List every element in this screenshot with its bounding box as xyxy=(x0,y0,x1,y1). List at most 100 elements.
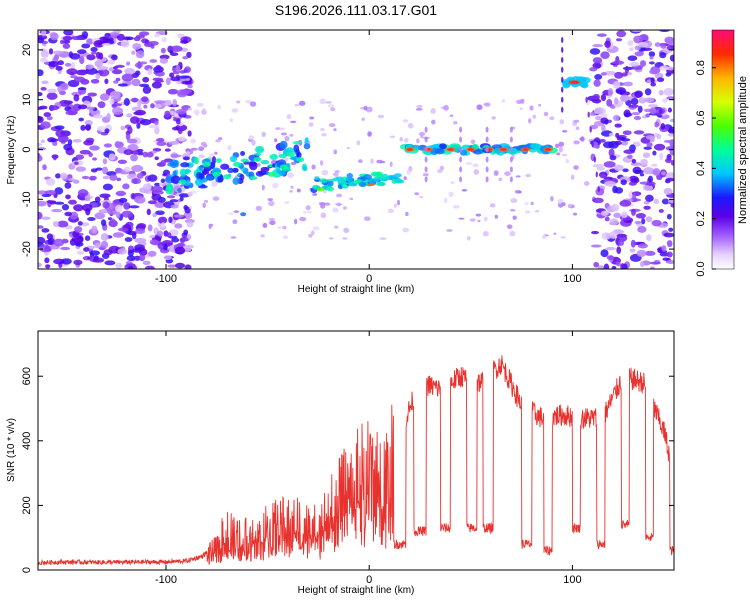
heatmap-cell xyxy=(320,212,327,219)
heatmap-cell xyxy=(319,127,325,132)
heatmap-cell xyxy=(168,216,173,224)
heatmap-cell xyxy=(561,76,564,83)
heatmap-cell xyxy=(327,180,334,187)
heatmap-cell xyxy=(170,204,179,209)
heatmap-cell xyxy=(116,177,122,182)
heatmap-cell xyxy=(482,230,489,237)
heatmap-cell xyxy=(160,178,166,184)
heatmap-cell xyxy=(608,148,615,157)
heatmap-cell xyxy=(100,233,109,241)
heatmap-cell xyxy=(260,166,270,172)
heatmap-cell xyxy=(151,81,162,89)
heatmap-cell xyxy=(46,200,57,204)
heatmap-cell xyxy=(117,159,128,165)
heatmap-cell xyxy=(665,177,674,182)
heatmap-cell xyxy=(73,94,80,102)
heatmap-cell xyxy=(524,210,531,214)
heatmap-cell xyxy=(171,237,180,243)
heatmap-cell xyxy=(93,40,105,48)
heatmap-cell xyxy=(593,261,600,268)
heatmap-cell xyxy=(319,160,324,166)
heatmap-cell xyxy=(607,88,614,96)
heatmap-cell xyxy=(149,239,159,245)
heatmap-cell xyxy=(142,85,152,94)
heatmap-cell xyxy=(615,261,621,267)
heatmap-cell xyxy=(312,226,320,231)
heatmap-cell xyxy=(64,182,72,189)
heatmap-cell xyxy=(40,86,47,91)
heatmap-cell xyxy=(561,86,564,93)
colorbar: 0.0 0.2 0.4 0.6 0.8 Normalized spectral ampl… xyxy=(695,29,749,277)
heatmap-cell xyxy=(282,225,287,230)
heatmap-cell xyxy=(527,118,532,124)
heatmap-cell xyxy=(81,222,90,227)
heatmap-cell xyxy=(140,119,152,126)
heatmap-cell xyxy=(126,255,136,262)
heatmap-cell xyxy=(46,92,58,100)
spectrogram-y-axis: 20 10 0 -10 -20 xyxy=(21,44,674,257)
y-tick-label: 20 xyxy=(21,44,33,56)
heatmap-cell xyxy=(111,54,118,61)
heatmap-cell xyxy=(201,168,208,176)
heatmap-cell xyxy=(593,79,601,87)
heatmap-cell xyxy=(286,114,292,120)
heatmap-cell xyxy=(358,181,367,187)
heatmap-cell xyxy=(239,173,245,181)
heatmap-cell xyxy=(559,119,565,125)
heatmap-cell xyxy=(558,146,563,153)
heatmap-cell xyxy=(605,246,616,251)
heatmap-cell xyxy=(667,107,672,113)
heatmap-cell xyxy=(89,175,97,181)
heatmap-cell xyxy=(115,77,121,82)
heatmap-cell xyxy=(77,87,87,91)
heatmap-cell xyxy=(102,175,110,180)
heatmap-cell xyxy=(90,46,98,52)
heatmap-cell xyxy=(38,116,44,123)
heatmap-cell xyxy=(573,119,580,123)
heatmap-cell xyxy=(170,175,181,185)
heatmap-cell xyxy=(112,66,118,70)
heatmap-cell xyxy=(630,162,642,166)
heatmap-cell xyxy=(166,195,176,199)
heatmap-cell xyxy=(146,151,154,158)
heatmap-cell xyxy=(538,103,542,107)
heatmap-cell xyxy=(275,127,281,130)
heatmap-cell xyxy=(66,68,78,75)
heatmap-cell xyxy=(38,69,44,77)
heatmap-cell xyxy=(519,107,523,111)
heatmap-cell xyxy=(104,78,109,85)
heatmap-cell xyxy=(662,257,670,261)
heatmap-cell xyxy=(332,207,339,213)
heatmap-cell xyxy=(600,249,609,258)
heatmap-cell xyxy=(414,192,420,196)
heatmap-cell xyxy=(174,246,186,255)
heatmap-cell xyxy=(337,178,346,185)
heatmap-cell xyxy=(77,104,88,110)
heatmap-cell xyxy=(663,87,674,96)
heatmap-cell xyxy=(450,180,455,185)
snr-x-axis: -100 0 100 xyxy=(155,331,582,586)
heatmap-cell xyxy=(197,185,208,189)
y-tick-label: 200 xyxy=(21,496,33,514)
heatmap-cell xyxy=(63,143,73,151)
heatmap-cell xyxy=(416,105,423,108)
heatmap-cell xyxy=(126,138,138,144)
heatmap-cell xyxy=(38,37,44,44)
heatmap-cell xyxy=(346,147,351,150)
heatmap-cell xyxy=(61,203,70,211)
heatmap-cell xyxy=(330,107,336,112)
heatmap-cell xyxy=(173,214,184,218)
heatmap-cell xyxy=(333,149,338,155)
heatmap-cell xyxy=(509,166,513,173)
heatmap-cell xyxy=(589,48,601,55)
heatmap-cell xyxy=(95,51,101,59)
heatmap-cell xyxy=(109,174,118,181)
heatmap-cell xyxy=(515,175,521,178)
heatmap-cell xyxy=(267,198,274,202)
heatmap-cell xyxy=(180,162,190,168)
heatmap-cell xyxy=(663,139,674,143)
heatmap-cell xyxy=(161,37,167,43)
heatmap-cell xyxy=(572,212,578,216)
heatmap-cell xyxy=(529,105,534,111)
